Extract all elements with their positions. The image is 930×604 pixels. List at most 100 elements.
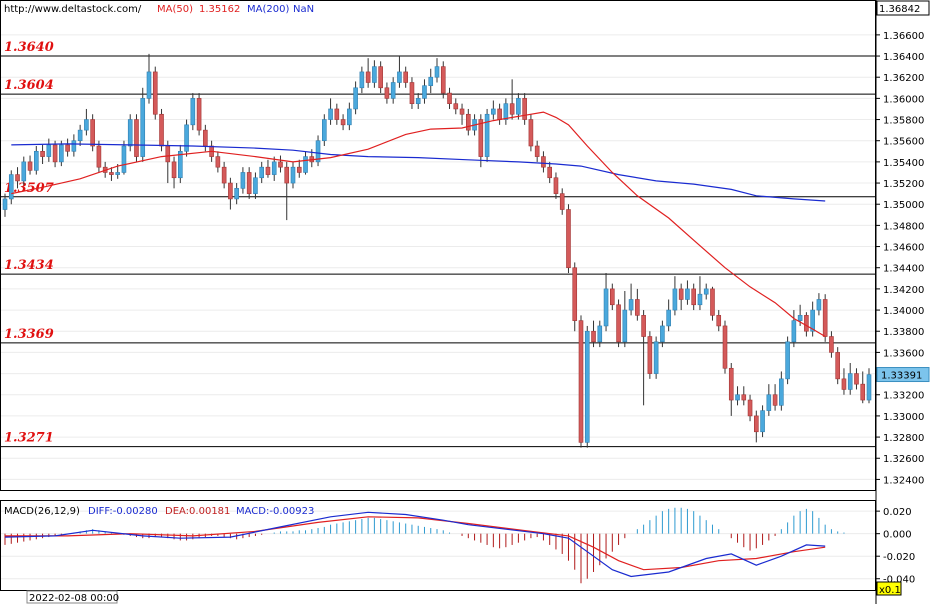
candle-body (741, 394, 747, 401)
candle-body (841, 378, 847, 390)
candle-body (165, 145, 171, 163)
candle-body (547, 166, 552, 179)
candle-body (866, 374, 872, 401)
candle-body (434, 66, 440, 78)
macd-dea: DEA:0.00181 (165, 506, 230, 517)
candle-body (409, 82, 415, 104)
candle-body (553, 177, 559, 194)
candle-body (27, 161, 33, 171)
candle-body (71, 140, 77, 152)
price-tick-label: 1.33200 (883, 391, 924, 402)
price-tick-label: 1.36000 (883, 94, 924, 105)
current-price-box (876, 367, 930, 383)
candle-body (52, 144, 58, 163)
date-label: 2022-02-08 00:00 (29, 593, 119, 604)
candle-body (290, 166, 296, 184)
candle-body (516, 98, 521, 115)
candle-body (785, 341, 790, 380)
price-axis-ticks: 1.324001.326001.328001.330001.332001.334… (876, 31, 924, 486)
candle-body (735, 394, 740, 401)
candle-body (397, 71, 402, 83)
candle-body (804, 315, 809, 332)
candle-body (40, 150, 45, 157)
candle-body (422, 85, 427, 99)
ma50-label: MA(50) (157, 4, 193, 15)
candle-body (428, 76, 434, 86)
price-tick-label: 1.34400 (883, 264, 924, 275)
candle-body (127, 119, 133, 147)
candle-body (478, 119, 484, 157)
price-tick-label: 1.35000 (883, 200, 924, 211)
moving-average-lines (11, 111, 826, 338)
candle-body (491, 108, 496, 115)
candle-body (215, 156, 221, 168)
candle-body (528, 119, 534, 147)
macd-tick-label: -0.040 (883, 575, 915, 586)
price-tick-label: 1.32400 (883, 475, 924, 486)
candle-body (2, 198, 8, 210)
candle-body (140, 98, 146, 157)
candle-body (779, 378, 784, 406)
candle-body (203, 129, 208, 147)
candle-body (353, 87, 358, 110)
date-box (26, 590, 118, 604)
candle-body (822, 299, 828, 337)
candle-body (296, 166, 302, 173)
candle-body (171, 161, 177, 179)
candle-body (265, 166, 271, 175)
candle-body (772, 394, 778, 406)
candle-body (666, 309, 671, 327)
macd-dea-line (5, 516, 826, 571)
candle-body (559, 193, 565, 210)
candle-body (234, 188, 239, 200)
zoom-label[interactable]: x0.1 (879, 585, 901, 596)
candle-body (847, 373, 853, 390)
candle-body (334, 108, 340, 120)
candle-body (440, 66, 446, 94)
candle-body (447, 92, 452, 104)
candle-body (572, 267, 578, 321)
candle-body (190, 98, 196, 126)
candle-body (34, 150, 39, 171)
price-tick-label: 1.34200 (883, 285, 924, 296)
candle-body (152, 71, 158, 115)
candle-body (96, 145, 102, 168)
top-price-box (876, 0, 930, 16)
candle-body (610, 288, 615, 306)
candle-body (672, 288, 678, 311)
candle-body (359, 71, 365, 89)
candle-body (259, 166, 264, 179)
candle-body (303, 156, 308, 173)
candle-body (372, 66, 377, 83)
candle-body (46, 144, 52, 157)
price-tick-label: 1.34800 (883, 221, 924, 232)
candle-body (835, 352, 840, 380)
price-tick-label: 1.33000 (883, 412, 924, 423)
candle-body (628, 299, 634, 311)
macd-tick-label: -0.020 (883, 552, 915, 563)
candle-body (284, 166, 290, 184)
ma200-label: MA(200) (247, 4, 289, 15)
candle-body (253, 177, 258, 194)
candle-body (8, 174, 14, 200)
price-tick-label: 1.32800 (883, 433, 924, 444)
macd-gridlines (1, 510, 875, 580)
macd-tick-label: 0.000 (883, 530, 912, 541)
macd-panel-frame (0, 500, 876, 591)
macd-title: MACD(26,12,9) (4, 506, 80, 517)
zoom-box[interactable] (876, 581, 902, 596)
level-label: 1.3369 (4, 327, 54, 342)
candle-body (728, 367, 734, 401)
candle-body (90, 119, 95, 147)
candle-body (678, 288, 684, 300)
candle-body (760, 410, 765, 433)
price-tick-label: 1.33800 (883, 327, 924, 338)
top-price-label: 1.36842 (879, 4, 920, 15)
candle-body (196, 98, 202, 131)
candle-body (466, 113, 471, 131)
candle-body (21, 161, 27, 182)
source-url: http://www.deltastock.com/ (4, 4, 142, 15)
candle-body (710, 288, 715, 316)
